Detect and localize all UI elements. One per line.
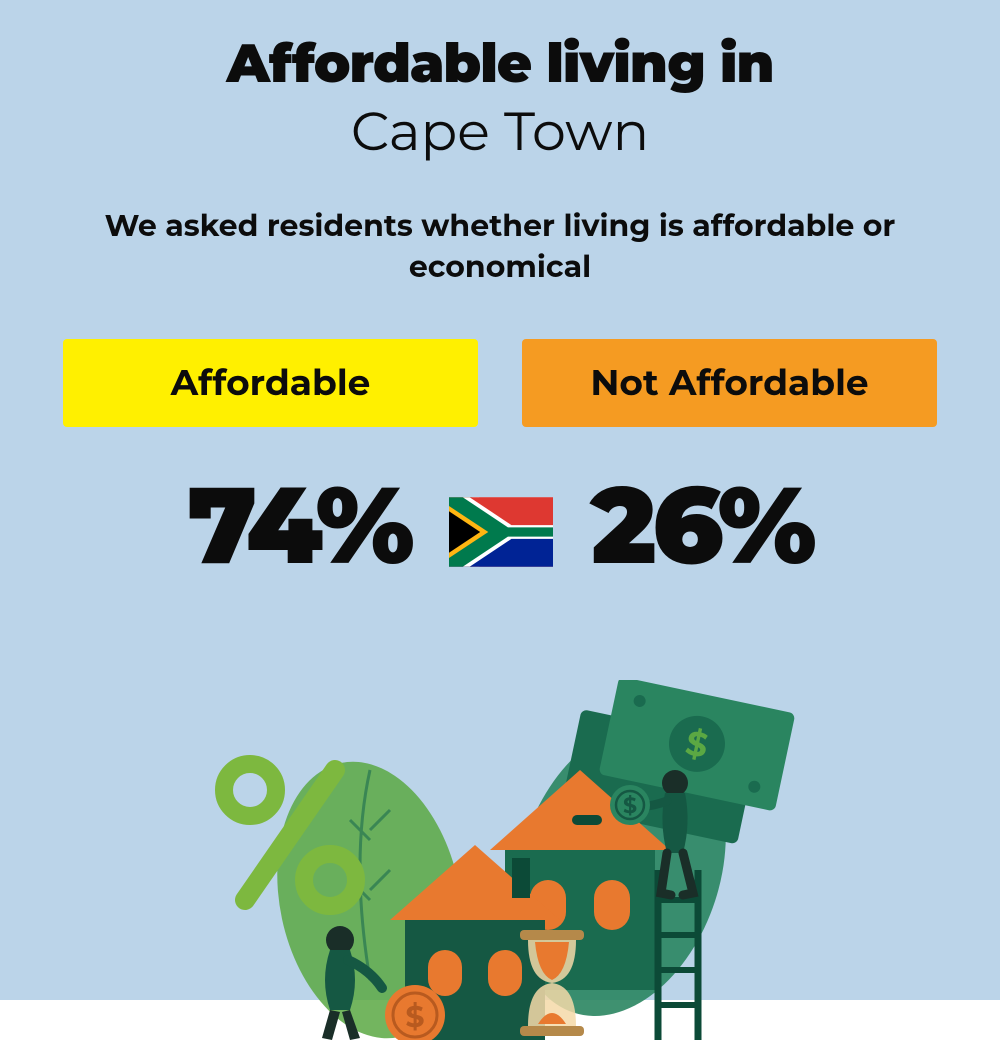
coin-right: $ xyxy=(610,785,650,825)
pill-affordable-label: Affordable xyxy=(171,361,371,405)
pills-row: Affordable Not Affordable xyxy=(63,339,937,427)
title-line-1: Affordable living in xyxy=(227,30,774,96)
svg-text:$: $ xyxy=(623,792,637,819)
stat-not-affordable: 26% xyxy=(591,459,813,591)
pill-not-affordable-label: Not Affordable xyxy=(590,361,868,405)
stat-affordable: 74% xyxy=(187,459,410,591)
pill-affordable: Affordable xyxy=(63,339,478,427)
subtitle: We asked residents whether living is aff… xyxy=(90,206,910,287)
svg-text:$: $ xyxy=(405,998,424,1035)
housing-illustration: $ xyxy=(190,680,810,1040)
flag-icon xyxy=(449,497,553,567)
infographic-container: Affordable living in Cape Town We asked … xyxy=(0,0,1000,1000)
stats-row: 74% xyxy=(187,459,812,591)
pill-not-affordable: Not Affordable xyxy=(522,339,937,427)
title-line-2: Cape Town xyxy=(351,98,649,164)
